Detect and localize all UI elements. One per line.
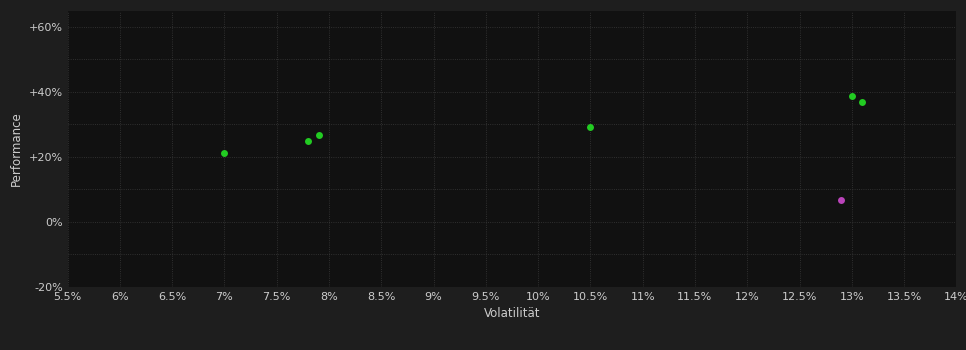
Point	[311, 132, 327, 138]
Point	[582, 124, 598, 130]
Point	[834, 197, 849, 203]
Point	[855, 99, 870, 105]
Point	[300, 138, 316, 144]
X-axis label: Volatilität: Volatilität	[484, 307, 540, 320]
Y-axis label: Performance: Performance	[10, 111, 23, 186]
Point	[216, 150, 232, 156]
Point	[844, 93, 860, 99]
